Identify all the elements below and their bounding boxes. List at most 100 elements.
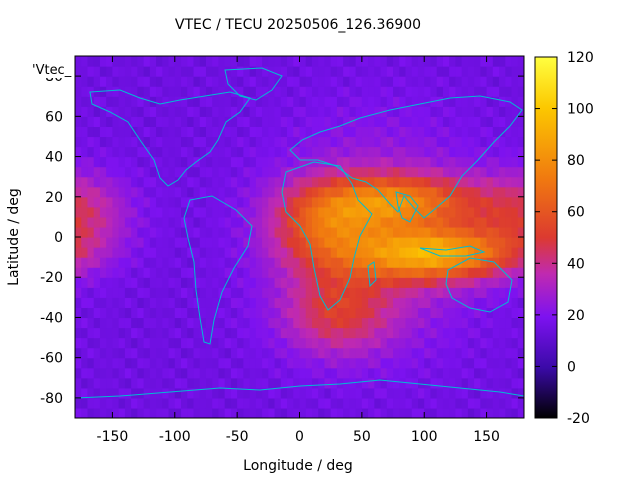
heatmap-cell <box>492 86 500 97</box>
heatmap-cell <box>480 126 488 138</box>
heatmap-cell <box>255 76 263 87</box>
heatmap-cell <box>162 347 170 359</box>
heatmap-cell <box>205 186 213 198</box>
heatmap-cell <box>199 387 207 399</box>
heatmap-cell <box>181 337 188 349</box>
heatmap-cell <box>368 226 375 238</box>
heatmap-cell <box>243 136 251 148</box>
heatmap-cell <box>305 216 313 228</box>
heatmap-cell <box>293 56 301 67</box>
heatmap-cell <box>405 226 413 238</box>
heatmap-cell <box>149 307 157 319</box>
heatmap-cell <box>355 267 363 278</box>
heatmap-cell <box>399 397 407 409</box>
heatmap-cell <box>505 156 513 168</box>
heatmap-cell <box>143 367 151 379</box>
heatmap-cell <box>417 357 425 369</box>
heatmap-cell <box>75 196 82 208</box>
heatmap-cell <box>124 126 132 138</box>
heatmap-cell <box>75 397 82 409</box>
heatmap-cell <box>455 387 463 399</box>
heatmap-cell <box>249 287 257 298</box>
heatmap-cell <box>386 367 394 379</box>
heatmap-cell <box>87 96 95 107</box>
heatmap-cell <box>280 317 288 329</box>
heatmap-cell <box>336 126 344 138</box>
heatmap-cell <box>324 156 332 168</box>
heatmap-cell <box>93 237 101 248</box>
heatmap-cell <box>461 307 469 319</box>
heatmap-cell <box>143 136 151 148</box>
heatmap-cell <box>106 297 114 308</box>
heatmap-cell <box>199 156 207 168</box>
heatmap-cell <box>305 277 313 288</box>
heatmap-cell <box>299 86 307 97</box>
heatmap-cell <box>399 337 407 349</box>
heatmap-cell <box>187 136 195 148</box>
heatmap-cell <box>324 176 332 188</box>
heatmap-cell <box>106 186 114 198</box>
heatmap-cell <box>224 116 232 127</box>
heatmap-cell <box>311 367 319 379</box>
heatmap-cell <box>237 337 244 349</box>
heatmap-cell <box>492 267 500 278</box>
heatmap-cell <box>336 357 344 369</box>
heatmap-cell <box>343 247 350 258</box>
heatmap-cell <box>280 407 288 418</box>
heatmap-cell <box>293 196 301 208</box>
heatmap-cell <box>474 267 481 278</box>
heatmap-cell <box>299 186 307 198</box>
heatmap-cell <box>417 407 425 418</box>
heatmap-cell <box>249 357 257 369</box>
y-tick-label: -60 <box>40 351 63 367</box>
heatmap-cell <box>280 387 288 399</box>
heatmap-cell <box>174 237 182 248</box>
heatmap-cell <box>118 387 126 399</box>
heatmap-cell <box>368 407 375 418</box>
heatmap-cell <box>137 156 145 168</box>
heatmap-cell <box>149 397 157 409</box>
heatmap-cell <box>87 277 95 288</box>
heatmap-cell <box>330 337 338 349</box>
heatmap-cell <box>274 247 282 258</box>
heatmap-cell <box>143 237 151 248</box>
heatmap-cell <box>336 206 344 218</box>
heatmap-cell <box>162 367 170 379</box>
heatmap-cell <box>205 176 213 188</box>
heatmap-cell <box>374 136 382 148</box>
heatmap-cell <box>511 297 519 308</box>
heatmap-cell <box>343 237 350 248</box>
heatmap-cell <box>492 387 500 399</box>
heatmap-cell <box>405 186 413 198</box>
heatmap-cell <box>343 226 350 238</box>
heatmap-cell <box>386 297 394 308</box>
heatmap-cell <box>417 126 425 138</box>
heatmap-cell <box>511 196 519 208</box>
heatmap-cell <box>174 307 182 319</box>
heatmap-cell <box>149 247 157 258</box>
heatmap-cell <box>399 136 407 148</box>
heatmap-cell <box>156 176 163 188</box>
heatmap-cell <box>461 327 469 339</box>
heatmap-cell <box>399 206 407 218</box>
heatmap-cell <box>411 367 419 379</box>
heatmap-cell <box>486 216 494 228</box>
heatmap-cell <box>499 106 506 117</box>
heatmap-cell <box>411 106 419 117</box>
heatmap-cell <box>311 257 319 268</box>
heatmap-cell <box>511 337 519 349</box>
heatmap-cell <box>218 307 226 319</box>
heatmap-cell <box>218 337 226 349</box>
heatmap-cell <box>149 317 157 329</box>
heatmap-cell <box>174 66 182 77</box>
heatmap-cell <box>156 337 163 349</box>
heatmap-cell <box>181 136 188 148</box>
heatmap-cell <box>417 176 425 188</box>
heatmap-cell <box>405 307 413 319</box>
heatmap-cell <box>131 66 138 77</box>
heatmap-cell <box>243 76 251 87</box>
heatmap-cell <box>280 377 288 389</box>
heatmap-cell <box>149 337 157 349</box>
heatmap-cell <box>374 297 382 308</box>
heatmap-cell <box>218 76 226 87</box>
